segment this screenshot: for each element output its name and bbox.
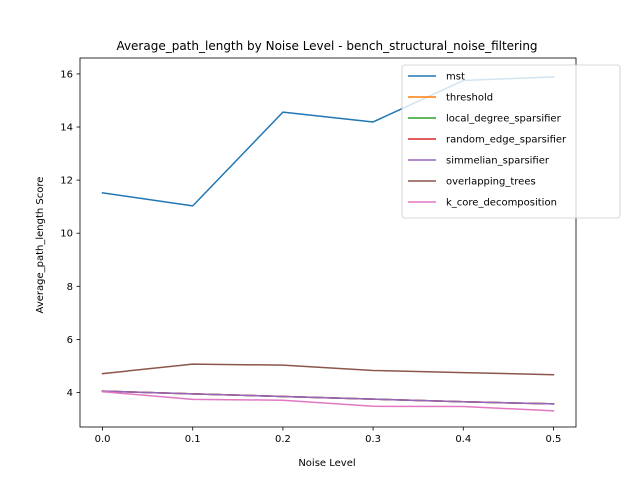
y-axis-label: Average_path_length Score [35, 177, 46, 314]
x-tick-label: 0.3 [365, 434, 381, 445]
axes-frame [79, 57, 577, 428]
y-tick-label: 12 [60, 176, 73, 187]
y-tick-label: 8 [67, 282, 73, 293]
legend-label-k_core_decomposition: k_core_decomposition [446, 198, 557, 209]
legend-label-mst: mst [446, 72, 465, 83]
x-tick-label: 0.0 [95, 434, 111, 445]
legend: mst threshold local_degree_sparsifierrando… [401, 64, 621, 219]
y-tick-label: 16 [60, 69, 73, 80]
x-tick-label: 0.2 [275, 434, 291, 445]
y-tick-label: 14 [60, 123, 73, 134]
legend-label-local_degree_sparsifier: local_degree_sparsifier [446, 114, 562, 125]
legend-box [401, 64, 621, 219]
x-axis-label: Noise Level [298, 458, 355, 469]
x-tick-label: 0.1 [185, 434, 201, 445]
x-tick-label: 0.5 [546, 434, 562, 445]
legend-label-random_edge_sparsifier: random_edge_sparsifier [446, 135, 567, 146]
chart-title: Average_path_length by Noise Level - ben… [116, 39, 537, 53]
series-line-simmelian_sparsifier [101, 390, 555, 405]
legend-label-threshold: threshold [446, 93, 493, 104]
x-tick-label: 0.4 [455, 434, 471, 445]
series-line-overlapping_trees [101, 363, 555, 376]
y-tick-label: 4 [67, 388, 73, 399]
legend-label-simmelian_sparsifier: simmelian_sparsifier [446, 156, 550, 167]
plot-area: 0.0 0.1 0.2 0.3 0.4 0.5 4 6 8 10 12 14 16 [60, 57, 577, 445]
legend-label-overlapping_trees: overlapping_trees [446, 177, 536, 188]
y-tick-label: 10 [60, 229, 73, 240]
y-tick-label: 6 [67, 335, 73, 346]
series-line-k_core_decomposition [101, 390, 555, 412]
